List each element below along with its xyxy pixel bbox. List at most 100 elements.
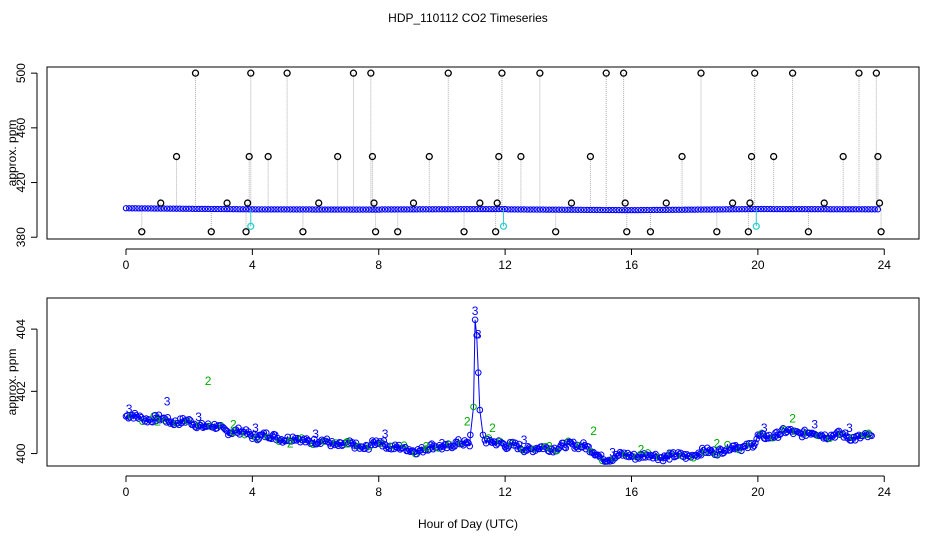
- series-2-label: 2: [638, 443, 645, 457]
- spike-point: [619, 69, 628, 77]
- baseline-point: [129, 205, 136, 212]
- spike-point: [536, 69, 544, 77]
- baseline-point: [426, 206, 433, 213]
- spike-point: [495, 152, 503, 161]
- spike-point: [409, 199, 418, 207]
- baseline-point: [473, 205, 480, 213]
- series-3-point: [166, 420, 174, 427]
- baseline-point: [615, 206, 623, 214]
- baseline-point: [189, 205, 196, 212]
- baseline-point: [824, 206, 831, 213]
- baseline-point: [255, 206, 262, 213]
- baseline-point: [561, 206, 569, 213]
- spike-point: [586, 152, 595, 161]
- series-3-point: [715, 446, 722, 454]
- spike-point: [245, 152, 253, 161]
- spike-point: [334, 152, 342, 161]
- baseline-point: [669, 206, 676, 213]
- baseline-point: [622, 206, 629, 214]
- series-3-point: [841, 429, 849, 436]
- baseline-point: [125, 205, 133, 212]
- baseline-point: [479, 205, 487, 213]
- baseline-point: [678, 206, 686, 213]
- baseline-point: [713, 206, 720, 213]
- spike-point: [623, 228, 631, 236]
- baseline-point: [438, 206, 446, 213]
- baseline-point: [144, 205, 152, 212]
- top-plot-frame: [46, 66, 920, 240]
- baseline-point: [265, 206, 272, 213]
- baseline-point: [252, 206, 259, 213]
- series-3-label: 3: [382, 427, 389, 441]
- baseline-point: [287, 206, 294, 213]
- baseline-point: [347, 206, 354, 213]
- baseline-point: [198, 205, 205, 213]
- baseline-point: [508, 206, 515, 213]
- baseline-point: [460, 206, 468, 213]
- spike-point: [207, 228, 215, 236]
- series-3-point: [136, 412, 144, 420]
- baseline-point: [236, 206, 243, 213]
- series-3-point: [183, 416, 190, 424]
- series-2-label: 2: [489, 421, 496, 435]
- spike-point: [138, 228, 146, 236]
- baseline-point: [154, 205, 161, 212]
- baseline-point: [754, 205, 762, 213]
- baseline-point: [312, 206, 319, 213]
- baseline-point: [208, 205, 215, 213]
- baseline-point: [565, 206, 572, 213]
- bottom-y-axis: 400 402 404: [14, 319, 38, 464]
- baseline-point: [170, 205, 177, 212]
- top-y-tick-label: 420: [14, 172, 28, 192]
- baseline-point: [840, 206, 847, 213]
- baseline-point: [230, 206, 237, 213]
- baseline-point: [764, 205, 771, 213]
- series-3-point: [473, 332, 480, 339]
- baseline-point: [836, 206, 844, 213]
- series-3-point: [750, 442, 758, 450]
- baseline-point: [148, 205, 155, 212]
- top-cyan-markers: [247, 209, 760, 230]
- baseline-point: [290, 206, 297, 213]
- spike-point: [662, 199, 670, 207]
- baseline-point: [770, 205, 777, 213]
- baseline-point: [634, 206, 641, 214]
- spike-point: [567, 199, 576, 207]
- series-3-point: [164, 414, 171, 421]
- series-3-label: 3: [312, 427, 319, 441]
- series-2-point: [470, 403, 477, 411]
- spike-point: [444, 69, 452, 77]
- baseline-point: [745, 205, 752, 213]
- series-3-label: 3: [195, 410, 202, 424]
- baseline-point: [691, 206, 698, 213]
- baseline-point: [599, 206, 607, 214]
- baseline-point: [587, 206, 594, 214]
- baseline-point: [448, 206, 455, 213]
- baseline-point: [798, 206, 806, 213]
- series-3-label: 3: [811, 418, 818, 432]
- baseline-point: [543, 206, 550, 213]
- series-3-label: 3: [472, 304, 479, 318]
- baseline-point: [388, 206, 395, 213]
- series-2-label: 2: [344, 436, 351, 450]
- spike-point: [491, 228, 500, 236]
- baseline-point: [868, 206, 875, 213]
- baseline-point: [366, 206, 373, 213]
- top-x-tick-label: 24: [878, 258, 892, 272]
- baseline-point: [786, 205, 793, 213]
- top-spike-layer: [141, 73, 882, 232]
- bottom-x-tick-label: 4: [249, 485, 256, 499]
- baseline-point: [625, 206, 632, 214]
- baseline-point: [457, 206, 465, 213]
- series-3-label: 3: [666, 447, 673, 461]
- baseline-point: [549, 206, 556, 213]
- baseline-point: [375, 206, 382, 213]
- baseline-point: [492, 205, 499, 213]
- top-x-axis: 0 4 8 12 16 20 24: [123, 248, 892, 272]
- baseline-point: [650, 206, 657, 214]
- baseline-point: [704, 206, 711, 213]
- baseline-point: [182, 205, 190, 212]
- baseline-point: [422, 206, 430, 213]
- baseline-point: [315, 206, 322, 213]
